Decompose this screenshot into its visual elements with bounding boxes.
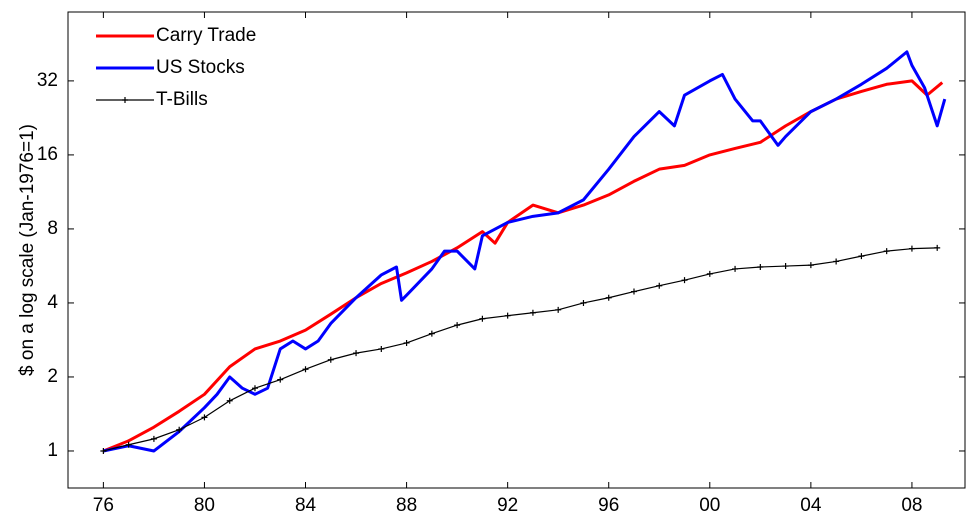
point-marker xyxy=(555,306,562,313)
x-tick-label: 76 xyxy=(93,495,114,516)
x-tick-label: 84 xyxy=(295,495,317,516)
point-marker xyxy=(150,435,157,442)
legend-marker xyxy=(122,97,128,103)
point-marker xyxy=(529,309,536,316)
point-marker xyxy=(782,263,789,270)
y-tick-label: 32 xyxy=(37,70,58,91)
point-marker xyxy=(454,322,461,329)
point-marker xyxy=(251,385,258,392)
y-tick-label: 8 xyxy=(47,218,58,239)
point-marker xyxy=(353,350,360,357)
point-marker xyxy=(201,414,208,421)
series-line xyxy=(102,79,944,453)
x-tick-label: 92 xyxy=(497,495,518,516)
point-marker xyxy=(833,258,840,265)
point-marker xyxy=(630,288,637,295)
point-marker xyxy=(732,265,739,272)
plot-frame xyxy=(67,11,966,489)
point-marker xyxy=(656,282,663,289)
x-tick-label: 08 xyxy=(901,495,922,516)
y-tick-label: 1 xyxy=(47,440,58,461)
point-marker xyxy=(908,245,915,252)
legend-label: Carry Trade xyxy=(156,25,256,46)
point-marker xyxy=(479,315,486,322)
point-marker xyxy=(378,345,385,352)
point-marker xyxy=(277,376,284,383)
y-tick-label: 4 xyxy=(47,292,58,313)
y-axis-label: $ on a log scale (Jan-1976=1) xyxy=(17,124,38,376)
point-marker xyxy=(580,299,587,306)
point-marker xyxy=(504,312,511,319)
point-marker xyxy=(757,264,764,271)
x-tick-label: 80 xyxy=(194,495,215,516)
point-marker xyxy=(681,277,688,284)
point-marker xyxy=(605,294,612,301)
point-marker xyxy=(934,244,941,251)
series-line xyxy=(103,50,947,453)
point-marker xyxy=(100,447,107,454)
x-tick-label: 88 xyxy=(396,495,417,516)
point-marker xyxy=(302,366,309,373)
point-marker xyxy=(706,270,713,277)
point-marker xyxy=(226,397,233,404)
point-marker xyxy=(428,330,435,337)
point-marker xyxy=(176,426,183,433)
legend-label: T-Bills xyxy=(156,89,208,110)
legend-label: US Stocks xyxy=(156,57,245,78)
y-tick-label: 16 xyxy=(37,144,58,165)
point-marker xyxy=(125,441,132,448)
point-marker xyxy=(403,339,410,346)
x-tick-label: 96 xyxy=(598,495,619,516)
point-marker xyxy=(883,248,890,255)
point-marker xyxy=(807,262,814,269)
y-tick-label: 2 xyxy=(47,366,58,387)
point-marker xyxy=(858,253,865,260)
x-tick-label: 04 xyxy=(800,495,822,516)
point-marker xyxy=(327,356,334,363)
series-line xyxy=(103,247,938,452)
x-tick-label: 00 xyxy=(699,495,720,516)
